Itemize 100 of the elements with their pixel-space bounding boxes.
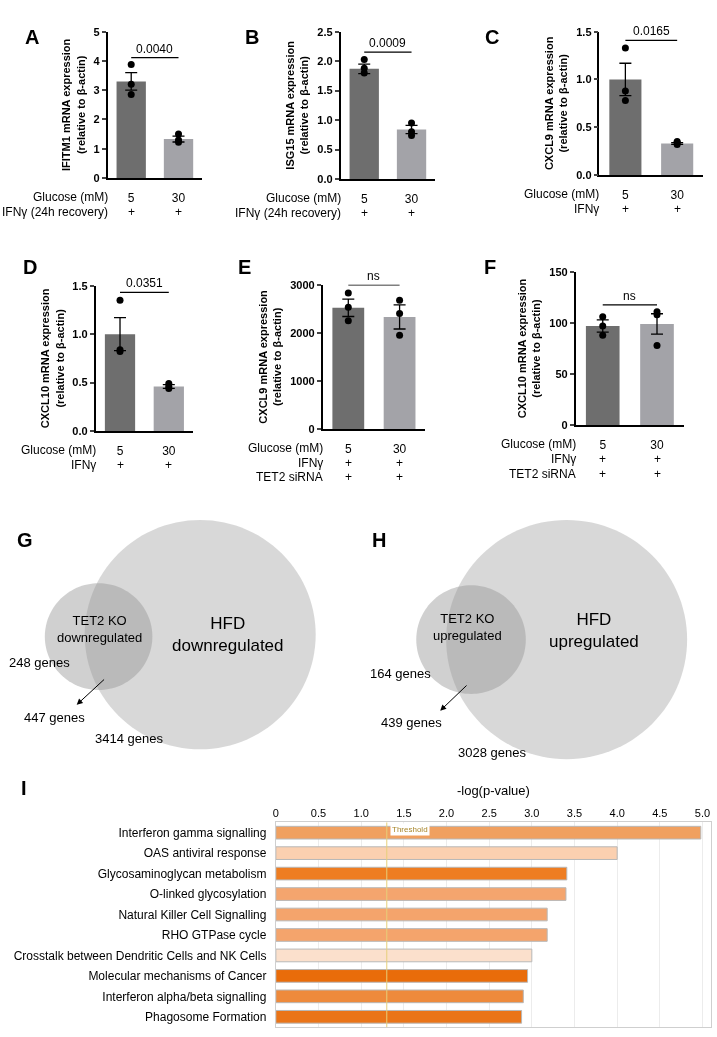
y-tick-label: 1.0 (576, 73, 592, 86)
x-axis-title: Glucose (mM) (501, 437, 577, 451)
y-axis-title: IFITM1 mRNA expression (relative to β-actin) (60, 38, 87, 171)
text: IFNγ (24h recovery) (235, 206, 342, 220)
ref-line-label: Threshold (392, 825, 428, 834)
y-tick-label: 1000 (290, 374, 315, 387)
y-tick-label: 2.5 (317, 25, 333, 38)
y-tick-label: 1.0 (72, 328, 88, 341)
text: + (654, 452, 662, 466)
x-tick-label: 3.0 (524, 807, 540, 820)
y-axis-title: ISG15 mRNA expression (relative to β-actin) (284, 40, 311, 170)
y-tick-label: 0.5 (576, 121, 592, 134)
annotation: 0.0351 (126, 276, 164, 290)
chart-title: B (245, 26, 260, 48)
y-axis-title: CXCL10 mRNA expression (relative to β-actin) (39, 288, 66, 429)
x-tick-label: 0 (272, 807, 279, 820)
annotation: 0.0009 (369, 36, 407, 50)
x-tick-label: 5 (360, 192, 368, 207)
y-tick-label: 1.5 (72, 279, 88, 292)
annotation: 0.0040 (136, 42, 174, 56)
x-tick-label: 30 (670, 188, 685, 203)
x-tick-label: 1.0 (353, 807, 369, 820)
y-tick-label: 0 (561, 418, 568, 431)
y-tick-label: 5 (93, 25, 100, 38)
text: 248 genes (9, 655, 71, 670)
x-axis-title: Glucose (mM) (248, 441, 324, 455)
text: + (117, 458, 125, 472)
x-tick-label: 2.5 (481, 807, 497, 820)
x-tick-label: 30 (404, 192, 419, 207)
text: 447 genes (24, 710, 86, 725)
annotation: ns (623, 289, 636, 303)
text: + (599, 452, 607, 466)
x-tick-label: 5 (622, 188, 630, 203)
text: + (175, 205, 183, 219)
y-tick-label: 1.5 (576, 25, 592, 38)
x-axis-title: Glucose (mM) (266, 191, 342, 205)
text: H (372, 529, 387, 551)
y-tick-label: 0.0 (576, 168, 592, 181)
y-tick-label: 1.0 (317, 113, 333, 126)
y-tick-label: 0.5 (317, 143, 333, 156)
x-tick-label: 30 (171, 191, 186, 206)
chart-title: D (23, 256, 38, 278)
y-tick-label: 50 (555, 367, 568, 380)
x-tick-label: 1.5 (396, 807, 412, 820)
y-tick-label: 0.0 (317, 172, 333, 185)
x-tick-label: 5 (599, 438, 607, 453)
y-tick-label: Molecular mechanisms of Cancer (88, 969, 267, 984)
text: G (17, 529, 33, 551)
x-tick-label: 30 (392, 442, 407, 457)
text: 439 genes (381, 715, 443, 730)
y-tick-label: 0 (308, 422, 315, 435)
text: + (361, 206, 369, 220)
y-tick-label: 2.0 (317, 55, 333, 68)
y-tick-label: 0.0 (72, 424, 88, 437)
text: + (622, 202, 630, 216)
y-tick-label: OAS antiviral response (143, 846, 267, 861)
y-tick-label: Interferon gamma signalling (118, 825, 267, 840)
y-tick-label: 100 (549, 316, 568, 329)
x-tick-label: 30 (162, 444, 176, 459)
text: + (165, 458, 173, 472)
text: IFNγ (71, 458, 97, 472)
y-tick-label: Phagosome Formation (145, 1010, 267, 1025)
text: IFNγ (574, 202, 600, 216)
y-tick-label: 0 (93, 171, 100, 184)
x-tick-label: 3.5 (566, 807, 583, 820)
text: TET2 siRNA (509, 467, 576, 481)
text: + (396, 470, 404, 484)
text: + (408, 206, 416, 220)
chart-title: A (25, 26, 40, 48)
text: + (599, 467, 607, 481)
text: I (21, 777, 27, 799)
text: + (654, 467, 662, 481)
text: IFNγ (551, 452, 577, 466)
text: + (674, 202, 682, 216)
x-tick-label: 4.0 (609, 807, 625, 820)
text: IFNγ (24h recovery) (2, 205, 109, 219)
y-tick-label: RHO GTPase cycle (161, 928, 267, 943)
text: IFNγ (298, 456, 324, 470)
y-tick-label: 3000 (290, 278, 315, 291)
y-tick-label: 1.5 (317, 84, 333, 97)
y-tick-label: 3 (93, 84, 100, 97)
y-tick-label: O-linked glycosylation (149, 887, 267, 902)
y-tick-label: 4 (93, 54, 101, 67)
y-tick-label: Interferon alpha/beta signalling (102, 989, 267, 1004)
y-axis-title: CXCL9 mRNA expression (relative to β-actin) (543, 36, 570, 171)
x-axis-title: Glucose (mM) (33, 190, 109, 204)
y-axis-title: CXCL10 mRNA expression (relative to β-actin) (516, 278, 543, 419)
text: ns (367, 269, 380, 283)
x-tick-label: 4.5 (652, 807, 668, 820)
y-tick-label: 0.5 (72, 376, 88, 389)
y-tick-label: Natural Killer Cell Signalling (118, 907, 267, 922)
text: + (345, 470, 353, 484)
x-tick-label: 30 (650, 438, 664, 453)
chart-title: E (238, 256, 252, 278)
x-axis-title: Glucose (mM) (21, 443, 97, 457)
x-tick-label: 2.0 (438, 807, 455, 820)
chart-title: C (485, 26, 500, 48)
text: TET2 siRNA (256, 470, 323, 484)
x-tick-label: 5.0 (694, 807, 711, 820)
text: + (128, 205, 136, 219)
